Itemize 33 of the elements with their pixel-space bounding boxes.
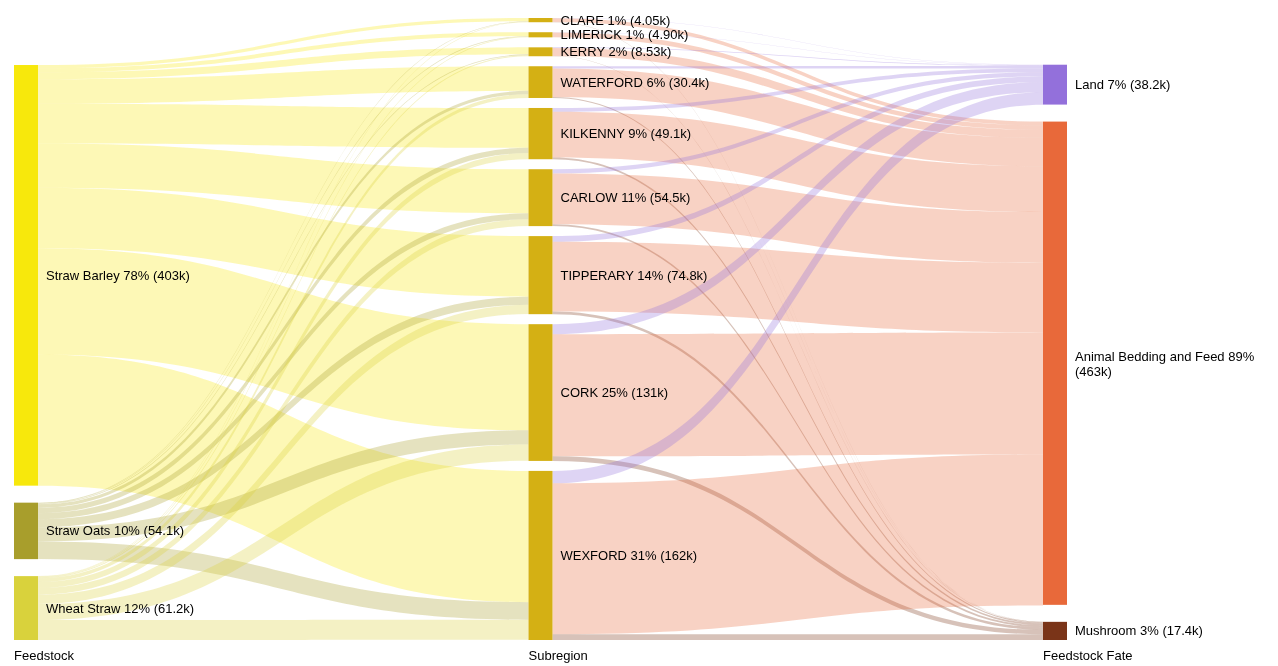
text: Feedstock (14, 648, 75, 663)
category-label: KERRY 2% (560, 44, 628, 60)
data-label: (54.5k) (649, 190, 691, 206)
category-label: CLARE 1% (560, 12, 627, 28)
data-label: (30.4k) (668, 74, 710, 90)
category-label: WATERFORD 6% (560, 74, 666, 90)
category-label: KILKENNY 9% (560, 126, 647, 142)
category-label: Mushroom 3% (1075, 623, 1159, 639)
data-label: (49.1k) (650, 126, 692, 142)
category-label: Wheat Straw 12% (46, 600, 151, 616)
data-label: (54.1k) (143, 523, 185, 539)
data-label: (4.05k) (629, 12, 671, 28)
data-label: (131k) (631, 385, 669, 401)
data-label: (38.2k) (1129, 77, 1171, 93)
category-label: LIMERICK 1% (560, 27, 645, 43)
data-label: (61.2k) (153, 600, 195, 616)
category-label: Straw Barley 78% (46, 267, 150, 283)
data-label: (463k) (1075, 364, 1112, 380)
text: Feedstock Fate (1043, 648, 1133, 663)
category-label: WEXFORD 31% (560, 548, 657, 564)
category-label: Land 7% (1075, 77, 1127, 93)
data-label: (8.53k) (630, 44, 672, 60)
category-label: TIPPERARY 14% (560, 267, 664, 283)
data-label: (162k) (660, 548, 698, 564)
data-label: (74.8k) (666, 267, 708, 283)
text: Subregion (528, 648, 588, 663)
category-label: CARLOW 11% (560, 190, 647, 206)
category-label: Straw Oats 10% (46, 523, 140, 539)
data-label: (17.4k) (1162, 623, 1203, 639)
category-label: Animal Bedding and Feed 89% (1075, 348, 1255, 364)
data-label: (4.90k) (647, 27, 689, 43)
category-label: CORK 25% (560, 385, 628, 401)
data-label: (403k) (152, 267, 190, 283)
